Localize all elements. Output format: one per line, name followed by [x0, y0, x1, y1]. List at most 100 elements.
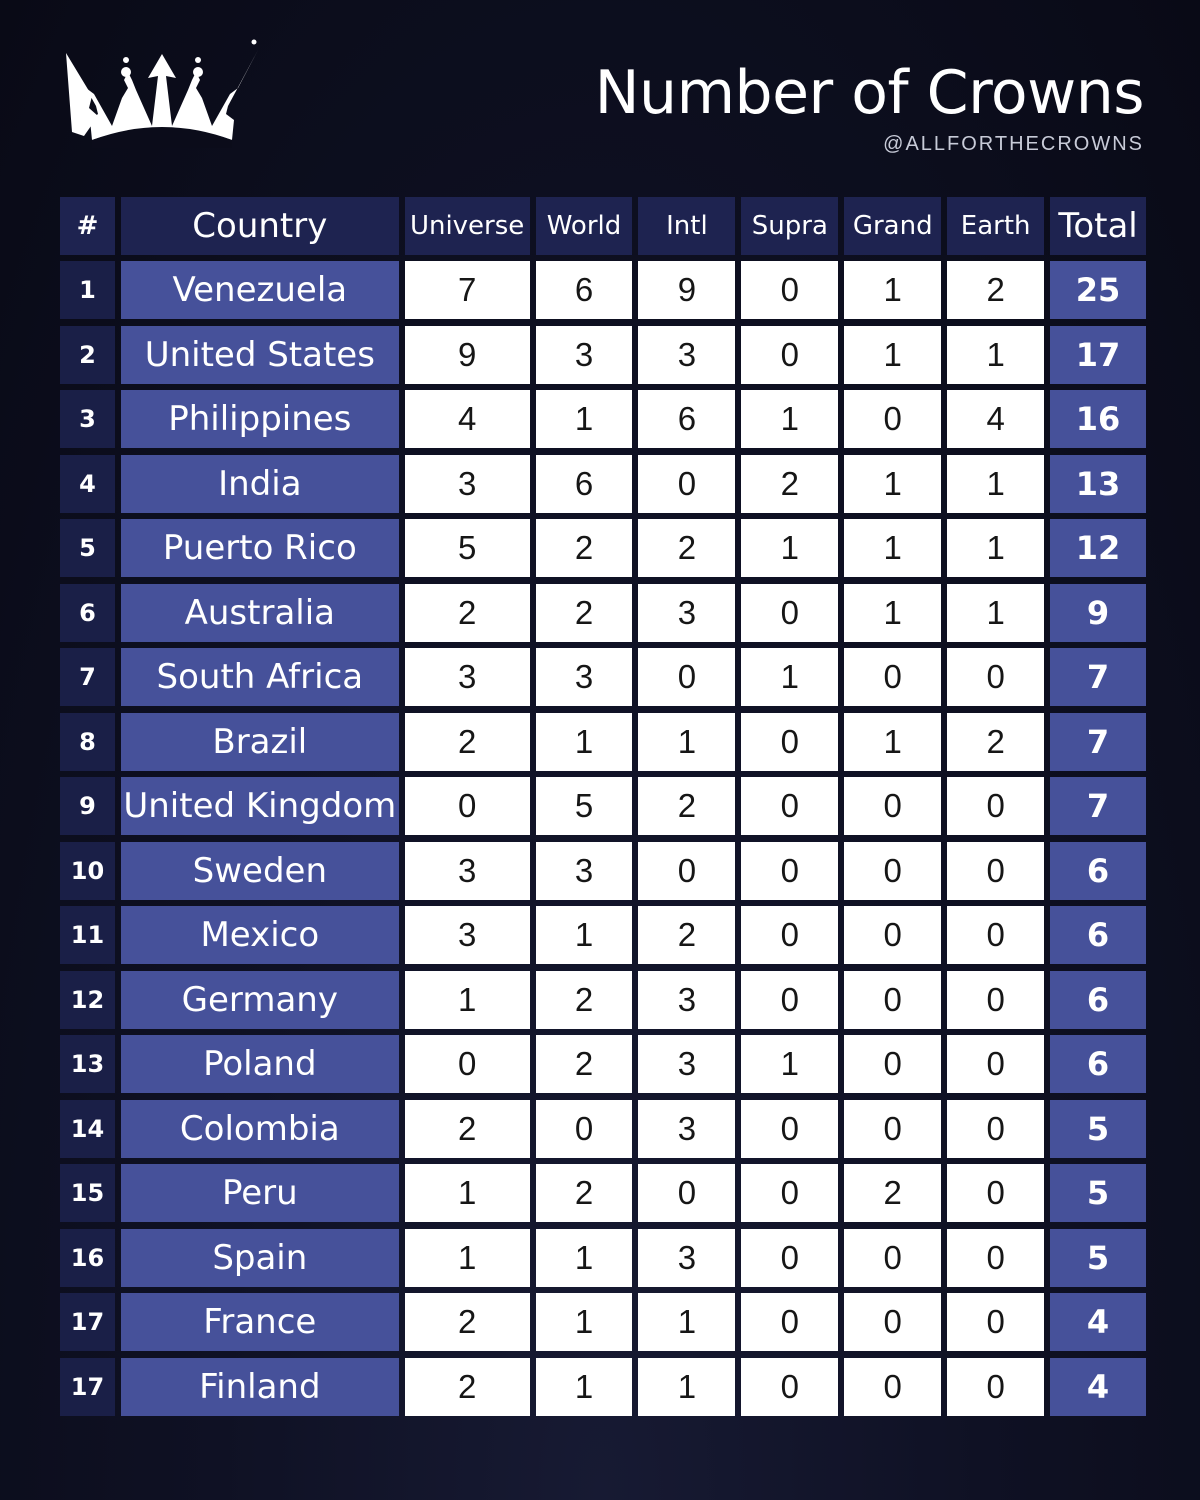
grand-cell: 0	[844, 1293, 942, 1351]
supra-cell: 0	[741, 777, 839, 835]
header-earth: Earth	[947, 197, 1045, 255]
world-cell: 1	[535, 390, 633, 448]
universe-cell: 9	[404, 325, 530, 384]
world-cell: 2	[535, 1164, 633, 1222]
earth-cell: 0	[947, 1099, 1045, 1158]
world-cell: 3	[535, 325, 633, 384]
earth-cell: 1	[947, 519, 1045, 577]
universe-cell: 7	[404, 261, 530, 319]
grand-cell: 1	[844, 519, 942, 577]
rank-cell: 8	[60, 712, 115, 771]
earth-cell: 0	[947, 1357, 1045, 1416]
total-cell: 13	[1050, 454, 1146, 513]
table-row: 3 Philippines 4 1 6 1 0 4 16	[60, 390, 1146, 448]
intl-cell: 0	[638, 1164, 736, 1222]
supra-cell: 0	[741, 712, 839, 771]
header-grand: Grand	[844, 197, 942, 255]
world-cell: 6	[535, 261, 633, 319]
supra-cell: 1	[741, 1035, 839, 1093]
rank-cell: 4	[60, 454, 115, 513]
world-cell: 6	[535, 454, 633, 513]
supra-cell: 0	[741, 906, 839, 964]
world-cell: 1	[535, 1228, 633, 1287]
table-row: 1 Venezuela 7 6 9 0 1 2 25	[60, 261, 1146, 319]
grand-cell: 1	[844, 325, 942, 384]
universe-cell: 2	[404, 712, 530, 771]
world-cell: 1	[535, 712, 633, 771]
total-cell: 4	[1050, 1293, 1146, 1351]
earth-cell: 2	[947, 712, 1045, 771]
total-cell: 12	[1050, 519, 1146, 577]
rank-cell: 2	[60, 325, 115, 384]
world-cell: 2	[535, 970, 633, 1029]
supra-cell: 2	[741, 454, 839, 513]
supra-cell: 1	[741, 648, 839, 706]
world-cell: 2	[535, 519, 633, 577]
country-cell: France	[120, 1293, 399, 1351]
country-cell: United Kingdom	[120, 777, 399, 835]
country-cell: Colombia	[120, 1099, 399, 1158]
intl-cell: 2	[638, 519, 736, 577]
social-handle: @ALLFORTHECROWNS	[883, 133, 1144, 155]
earth-cell: 0	[947, 1164, 1045, 1222]
header-universe: Universe	[404, 197, 530, 255]
rank-cell: 15	[60, 1164, 115, 1222]
supra-cell: 0	[741, 583, 839, 642]
grand-cell: 0	[844, 1228, 942, 1287]
universe-cell: 4	[404, 390, 530, 448]
supra-cell: 0	[741, 261, 839, 319]
header-total: Total	[1050, 197, 1146, 255]
country-cell: Finland	[120, 1357, 399, 1416]
universe-cell: 0	[404, 777, 530, 835]
table-row: 16 Spain 1 1 3 0 0 0 5	[60, 1228, 1146, 1287]
rank-cell: 3	[60, 390, 115, 448]
table-row: 10 Sweden 3 3 0 0 0 0 6	[60, 841, 1146, 900]
universe-cell: 2	[404, 583, 530, 642]
earth-cell: 0	[947, 1035, 1045, 1093]
intl-cell: 0	[638, 454, 736, 513]
earth-cell: 4	[947, 390, 1045, 448]
supra-cell: 0	[741, 970, 839, 1029]
earth-cell: 0	[947, 1293, 1045, 1351]
world-cell: 0	[535, 1099, 633, 1158]
country-cell: Philippines	[120, 390, 399, 448]
table-row: 17 Finland 2 1 1 0 0 0 4	[60, 1357, 1146, 1416]
universe-cell: 3	[404, 648, 530, 706]
intl-cell: 3	[638, 970, 736, 1029]
grand-cell: 0	[844, 970, 942, 1029]
total-cell: 7	[1050, 712, 1146, 771]
supra-cell: 1	[741, 519, 839, 577]
intl-cell: 2	[638, 906, 736, 964]
rank-cell: 5	[60, 519, 115, 577]
intl-cell: 2	[638, 777, 736, 835]
universe-cell: 2	[404, 1357, 530, 1416]
table-row: 6 Australia 2 2 3 0 1 1 9	[60, 583, 1146, 642]
country-cell: Spain	[120, 1228, 399, 1287]
crowns-table: # Country Universe World Intl Supra Gran…	[60, 197, 1146, 1422]
supra-cell: 1	[741, 390, 839, 448]
rank-cell: 12	[60, 970, 115, 1029]
grand-cell: 0	[844, 390, 942, 448]
world-cell: 2	[535, 1035, 633, 1093]
header-country: Country	[120, 197, 399, 255]
earth-cell: 1	[947, 325, 1045, 384]
total-cell: 5	[1050, 1164, 1146, 1222]
rank-cell: 7	[60, 648, 115, 706]
country-cell: India	[120, 454, 399, 513]
table-row: 4 India 3 6 0 2 1 1 13	[60, 454, 1146, 513]
grand-cell: 1	[844, 454, 942, 513]
grand-cell: 0	[844, 648, 942, 706]
country-cell: Germany	[120, 970, 399, 1029]
header-supra: Supra	[741, 197, 839, 255]
earth-cell: 2	[947, 261, 1045, 319]
intl-cell: 0	[638, 648, 736, 706]
supra-cell: 0	[741, 1357, 839, 1416]
table-row: 13 Poland 0 2 3 1 0 0 6	[60, 1035, 1146, 1093]
country-cell: Venezuela	[120, 261, 399, 319]
table-row: 14 Colombia 2 0 3 0 0 0 5	[60, 1099, 1146, 1158]
rank-cell: 13	[60, 1035, 115, 1093]
supra-cell: 0	[741, 1228, 839, 1287]
rank-cell: 9	[60, 777, 115, 835]
earth-cell: 0	[947, 1228, 1045, 1287]
rank-cell: 17	[60, 1293, 115, 1351]
